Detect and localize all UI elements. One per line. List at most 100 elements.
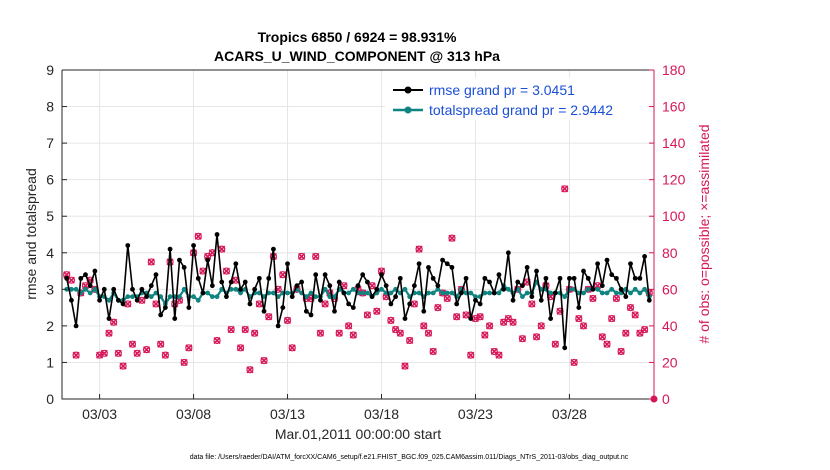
obs-possible-circle [345,322,353,330]
obs-possible-circle [556,307,564,315]
obs-possible-circle [194,232,202,240]
totalspread-point [585,286,591,292]
chart-title-line1: Tropics 6850 / 6924 = 98.931% [258,29,457,45]
rmse-point [120,301,126,307]
obs-possible-circle [157,340,165,348]
obs-possible-circle [626,304,635,312]
y-right-tick-label: 80 [662,245,678,261]
obs-possible-circle [213,336,221,345]
rmse-point [458,290,464,296]
obs-possible-circle [283,316,292,325]
obs-marker [481,331,489,339]
obs-marker [453,313,461,321]
obs-assimilated-cross [631,311,639,319]
rmse-point [623,294,629,300]
obs-marker [570,358,578,367]
rmse-point [130,286,135,292]
obs-possible-circle [72,351,80,359]
obs-marker [161,351,169,359]
obs-possible-circle [110,318,118,326]
obs-marker [626,304,635,312]
obs-assimilated-cross [551,340,559,348]
obs-assimilated-cross [377,267,386,275]
rmse-point [350,305,356,311]
y-right-tick-label: 0 [662,391,670,407]
obs-possible-circle [114,349,122,357]
rmse-point [346,301,352,307]
obs-assimilated-cross [537,322,545,330]
obs-marker [283,316,292,325]
totalspread-point [313,294,319,300]
obs-assimilated-cross [448,234,456,242]
x-axis-label: Mar.01,2011 00:00:00 start [275,426,441,442]
rmse-point [148,283,154,289]
obs-assimilated-cross [236,344,245,352]
rmse-point [473,297,478,303]
rmse-point [444,261,450,267]
obs-assimilated-cross [575,315,583,323]
totalspread-point [209,294,215,300]
obs-assimilated-cross [185,344,193,352]
obs-assimilated-cross [128,340,137,348]
obs-possible-circle [316,329,325,337]
rmse-point [604,257,610,263]
obs-marker [100,349,108,357]
obs-possible-circle [260,357,268,365]
obs-possible-circle [236,344,245,352]
x-tick-label: 03/08 [176,406,211,422]
totalspread-point [416,290,422,296]
totalspread-point [632,286,638,292]
y-right-tick-label: 120 [662,172,686,188]
obs-assimilated-cross [283,316,292,324]
obs-marker [241,325,249,334]
y-left-tick-label: 7 [46,135,54,151]
totalspread-point [360,290,366,296]
x-tick-label: 03/18 [364,406,399,422]
obs-marker [119,362,127,370]
obs-possible-circle [185,344,193,352]
obs-assimilated-cross [161,351,169,359]
rmse-point [402,316,408,321]
totalspread-point [628,290,633,296]
rmse-point [125,243,131,248]
rmse-point [435,283,441,289]
rmse-point [430,275,436,281]
obs-marker [579,322,588,330]
obs-marker [265,313,273,321]
obs-assimilated-cross [81,282,90,290]
obs-marker [608,314,616,323]
totalspread-point [125,294,131,300]
totalspread-point [614,290,619,296]
totalspread-point [350,286,356,292]
rmse-point [313,272,319,278]
rmse-point [482,275,488,281]
obs-marker [298,252,306,261]
rmse-point [139,286,145,292]
obs-assimilated-cross [617,347,625,356]
totalspread-point [303,294,309,300]
rmse-point [252,286,258,292]
y-left-tick-label: 3 [46,281,54,297]
obs-assimilated-cross [622,329,630,337]
rmse-series [64,232,652,351]
obs-possible-circle [636,329,644,337]
totalspread-point [402,286,408,292]
obs-marker [124,300,132,308]
rmse-point [134,297,140,303]
obs-possible-circle [518,335,527,343]
rmse-point [543,275,549,281]
totalspread-point [87,290,93,296]
rmse-point [233,261,239,267]
obs-assimilated-cross [251,329,259,337]
obs-marker [406,336,414,345]
obs-assimilated-cross [316,329,324,337]
obs-marker [227,325,235,334]
obs-assimilated-cross [612,294,620,303]
obs-possible-circle [147,258,155,266]
obs-assimilated-cross [321,300,329,308]
obs-possible-circle [575,314,583,323]
obs-possible-circle [537,322,545,330]
obs-assimilated-cross [175,296,184,304]
obs-possible-circle [161,351,169,359]
obs-marker [194,232,202,240]
